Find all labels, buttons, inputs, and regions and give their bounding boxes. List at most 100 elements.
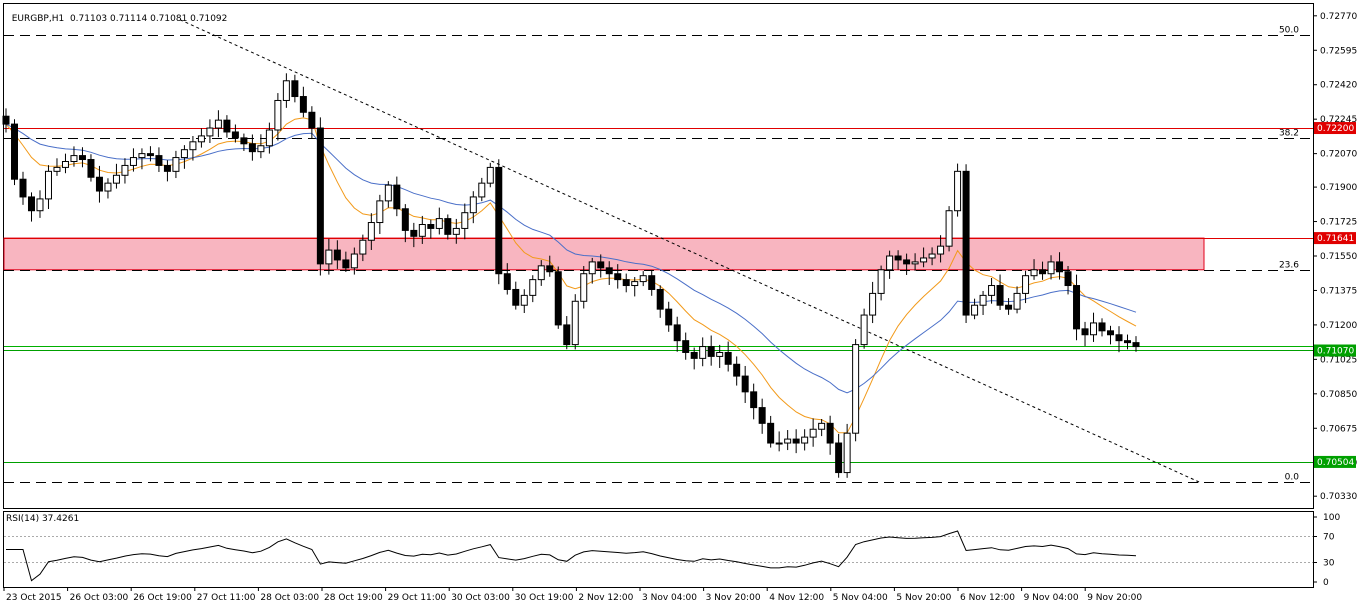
candle-body bbox=[639, 275, 647, 283]
candle-body bbox=[784, 438, 792, 444]
candle-body bbox=[520, 294, 528, 306]
x-tick-label: 9 Nov 20:00 bbox=[1087, 593, 1142, 603]
candle-body bbox=[503, 273, 511, 290]
candle-body bbox=[155, 155, 163, 166]
rsi-plot-frame bbox=[3, 511, 1314, 588]
candle-body bbox=[826, 422, 834, 444]
candle-body bbox=[325, 249, 333, 265]
candle-body bbox=[469, 196, 477, 214]
x-tick-label: 26 Oct 03:00 bbox=[70, 593, 129, 603]
candle-body bbox=[1039, 269, 1047, 275]
candle-body bbox=[1030, 269, 1038, 277]
candle-body bbox=[146, 153, 154, 157]
candle-body bbox=[495, 166, 503, 275]
candle-body bbox=[673, 324, 681, 342]
candle-body bbox=[996, 285, 1004, 306]
candle-body bbox=[911, 261, 919, 265]
candle-body bbox=[852, 344, 860, 434]
y-tick-label: 0.71725 bbox=[1320, 218, 1357, 228]
candle-body bbox=[988, 285, 996, 296]
y-tick-label: 0.72595 bbox=[1320, 46, 1357, 56]
candle-body bbox=[1056, 261, 1064, 273]
candle-body bbox=[214, 119, 222, 129]
candle-body bbox=[716, 351, 724, 357]
fib-label: 38.2 bbox=[1279, 129, 1299, 139]
x-tick-label: 26 Oct 19:00 bbox=[133, 593, 192, 603]
candle-body bbox=[631, 281, 639, 287]
candle-body bbox=[282, 80, 290, 101]
x-tick-label: 5 Nov 04:00 bbox=[833, 593, 888, 603]
x-tick-label: 30 Oct 03:00 bbox=[451, 593, 510, 603]
price-box bbox=[1314, 122, 1356, 135]
candle-body bbox=[78, 155, 86, 161]
candle-body bbox=[19, 178, 27, 198]
candle-body bbox=[877, 269, 885, 294]
y-tick-label: 0.72770 bbox=[1320, 12, 1357, 22]
x-tick-label: 6 Nov 12:00 bbox=[960, 593, 1015, 603]
candle-body bbox=[418, 224, 426, 237]
candle-body bbox=[741, 375, 749, 393]
candle-body bbox=[87, 159, 95, 178]
candle-body bbox=[869, 292, 877, 316]
candle-body bbox=[809, 428, 817, 438]
candle-body bbox=[180, 149, 188, 159]
y-tick-label: 0.72245 bbox=[1320, 115, 1357, 125]
candle-body bbox=[478, 182, 486, 198]
candle-body bbox=[665, 308, 673, 326]
x-tick-label: 2 Nov 12:00 bbox=[578, 593, 633, 603]
fib-label: 23.6 bbox=[1279, 261, 1299, 271]
candle-body bbox=[792, 438, 800, 444]
candle-body bbox=[384, 184, 392, 202]
candle-body bbox=[452, 227, 460, 235]
candle-body bbox=[172, 157, 180, 172]
candle-body bbox=[189, 141, 197, 151]
candle-body bbox=[928, 253, 936, 259]
price-box-label: 0.71641 bbox=[1317, 234, 1354, 244]
candle-body bbox=[512, 288, 520, 306]
x-tick-label: 29 Oct 11:00 bbox=[388, 593, 447, 603]
candle-body bbox=[27, 196, 35, 212]
candle-body bbox=[240, 137, 248, 145]
candle-body bbox=[274, 99, 282, 131]
price-box-label: 0.70504 bbox=[1317, 458, 1354, 468]
x-tick-label: 5 Nov 20:00 bbox=[896, 593, 951, 603]
candle-body bbox=[775, 442, 783, 445]
x-tick-label: 28 Oct 03:00 bbox=[260, 593, 319, 603]
x-tick-label: 30 Oct 19:00 bbox=[515, 593, 574, 603]
candle-body bbox=[376, 200, 384, 224]
candle-body bbox=[427, 224, 435, 229]
candle-body bbox=[656, 288, 664, 310]
candle-body bbox=[937, 245, 945, 255]
y-tick-label: 0.70850 bbox=[1320, 390, 1357, 400]
y-tick-label: 0.71200 bbox=[1320, 321, 1357, 331]
candle-body bbox=[1124, 340, 1132, 344]
x-tick-label: 9 Nov 04:00 bbox=[1024, 593, 1079, 603]
x-tick-label: 3 Nov 04:00 bbox=[642, 593, 697, 603]
candle-body bbox=[699, 346, 707, 359]
candle-body bbox=[724, 351, 732, 365]
candle-body bbox=[894, 255, 902, 261]
candle-body bbox=[971, 304, 979, 316]
candle-body bbox=[1081, 328, 1089, 336]
candle-body bbox=[367, 222, 375, 241]
candle-body bbox=[1115, 334, 1123, 342]
candle-body bbox=[690, 351, 698, 359]
candle-body bbox=[129, 157, 137, 166]
candle-body bbox=[163, 164, 171, 172]
candle-body bbox=[614, 273, 622, 281]
candle-body bbox=[580, 273, 588, 302]
candle-body bbox=[308, 111, 316, 129]
y-tick-label: 0.71025 bbox=[1320, 355, 1357, 365]
x-tick-label: 23 Oct 2015 bbox=[6, 593, 62, 603]
candle-body bbox=[121, 164, 129, 176]
candle-body bbox=[444, 218, 452, 235]
candle-body bbox=[138, 153, 146, 159]
candle-body bbox=[206, 127, 214, 137]
price-box-label: 0.71070 bbox=[1317, 347, 1354, 357]
y-tick-label: 0.70330 bbox=[1320, 492, 1357, 502]
x-tick-label: 27 Oct 11:00 bbox=[197, 593, 256, 603]
candle-body bbox=[801, 436, 809, 444]
candle-body bbox=[197, 135, 205, 143]
rsi-line bbox=[6, 530, 1137, 582]
price-box bbox=[1314, 232, 1356, 245]
